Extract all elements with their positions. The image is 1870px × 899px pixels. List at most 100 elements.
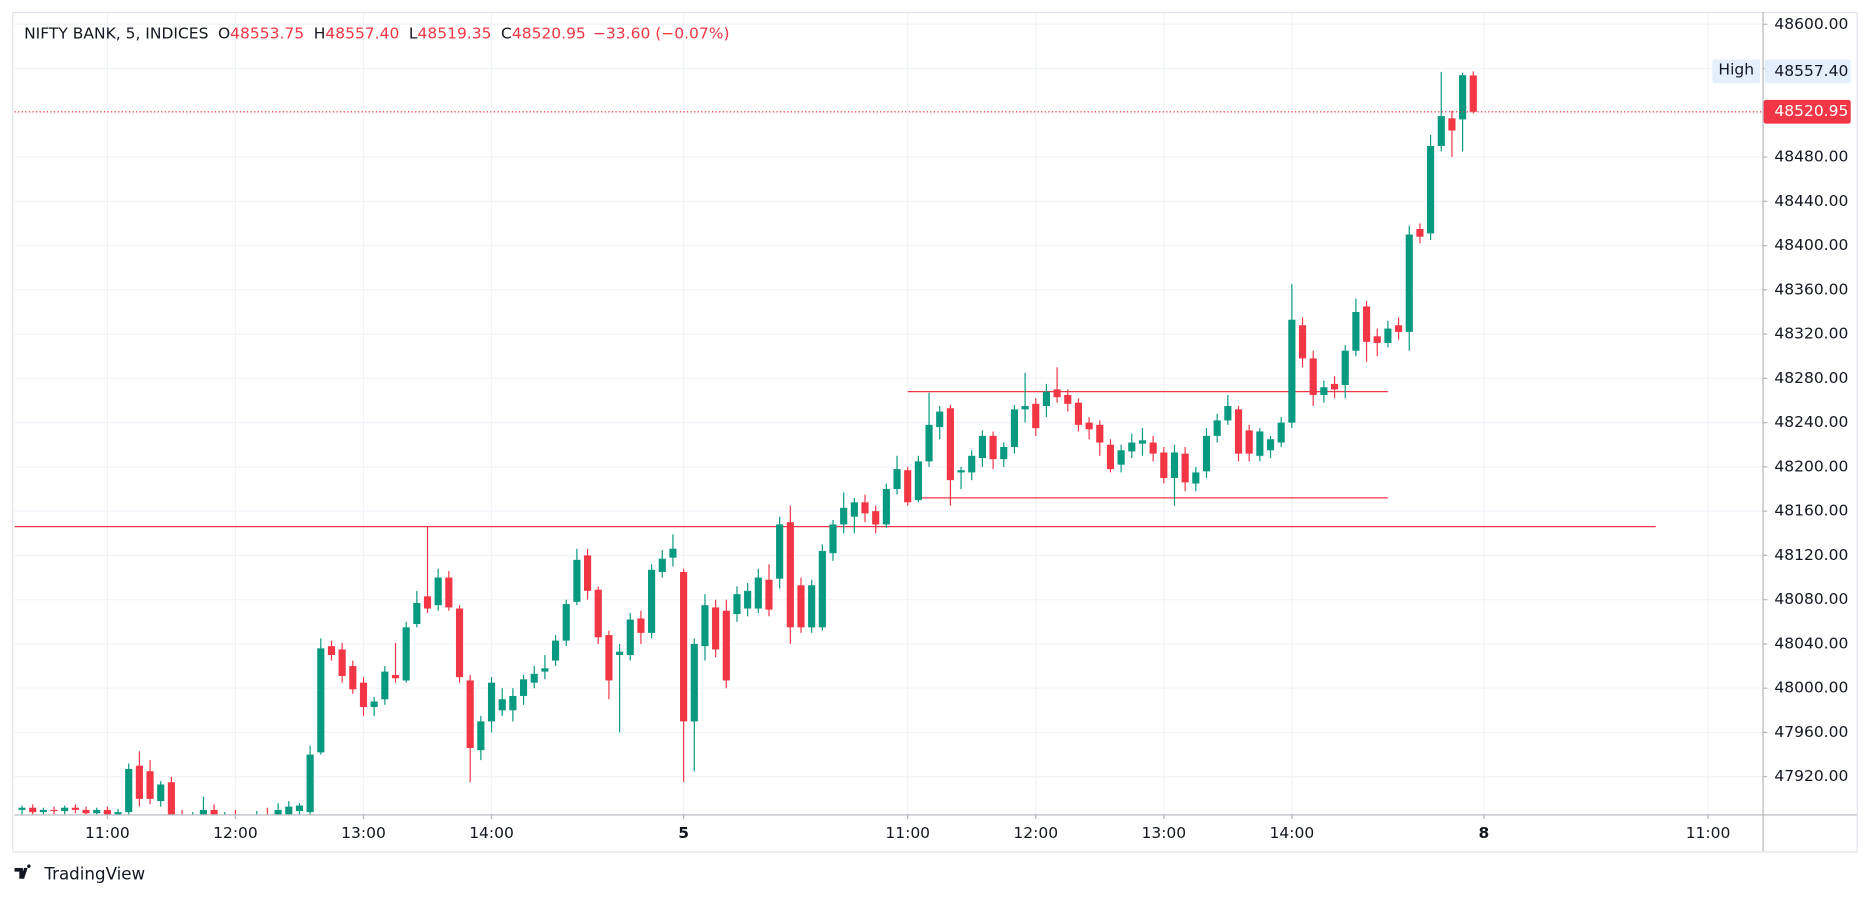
candle-body bbox=[1352, 311, 1360, 351]
candle-body bbox=[114, 812, 122, 815]
x-tick-label: 13:00 bbox=[341, 824, 386, 842]
candle-body bbox=[850, 502, 858, 517]
y-tick-label: 48240.00 bbox=[1774, 413, 1848, 431]
candle-body bbox=[690, 643, 698, 722]
candle-body bbox=[1202, 435, 1211, 472]
candle-body bbox=[445, 577, 453, 608]
y-tick-label: 47920.00 bbox=[1774, 767, 1848, 785]
candle-body bbox=[498, 699, 506, 711]
candle-body bbox=[1437, 116, 1445, 146]
candle-body bbox=[776, 524, 784, 579]
brand-name: TradingView bbox=[43, 865, 145, 884]
candle-body bbox=[989, 435, 997, 460]
candle-body bbox=[1395, 325, 1403, 332]
candle-body bbox=[914, 461, 922, 501]
candle-body bbox=[135, 765, 143, 799]
candle-body bbox=[285, 806, 293, 815]
candle-body bbox=[765, 579, 773, 610]
candle-body bbox=[1149, 442, 1157, 454]
candle-body bbox=[423, 596, 432, 609]
candle-body bbox=[808, 585, 816, 628]
candle-body bbox=[605, 635, 613, 681]
candle-body bbox=[274, 809, 282, 815]
x-tick-label: 11:00 bbox=[85, 824, 130, 842]
candle-body bbox=[455, 608, 464, 678]
symbol: NIFTY BANK, 5, INDICES bbox=[24, 24, 208, 42]
high-tag-name: High bbox=[1718, 61, 1754, 79]
candle-body bbox=[1320, 387, 1328, 395]
logo bbox=[14, 864, 31, 879]
candle-body bbox=[1469, 75, 1477, 112]
candle-body bbox=[882, 489, 890, 525]
candle-body bbox=[1138, 440, 1147, 444]
candle-body bbox=[626, 619, 634, 656]
branding: TradingView bbox=[14, 864, 145, 884]
candle-body bbox=[1416, 228, 1424, 237]
candle-body bbox=[1405, 234, 1413, 332]
y-tick-label: 48040.00 bbox=[1774, 634, 1848, 652]
candle-body bbox=[669, 548, 677, 558]
candle-body bbox=[381, 671, 389, 700]
candle-body bbox=[93, 809, 101, 814]
candle-body bbox=[680, 572, 688, 722]
x-tick-label: 13:00 bbox=[1141, 824, 1186, 842]
legend-key: C bbox=[501, 24, 512, 42]
candle-body bbox=[786, 522, 794, 628]
candle-body bbox=[744, 590, 752, 609]
last-price-tag bbox=[1763, 99, 1851, 124]
candle-body bbox=[103, 809, 111, 815]
candle-body bbox=[1298, 325, 1307, 359]
candle-body bbox=[978, 435, 986, 459]
candle-body bbox=[1192, 472, 1200, 484]
candle-body bbox=[637, 618, 645, 633]
x-tick-label: 12:00 bbox=[213, 824, 258, 842]
candle-body bbox=[1309, 358, 1317, 395]
candle-body bbox=[317, 648, 325, 753]
candle-body bbox=[840, 507, 848, 525]
candle-body bbox=[594, 589, 602, 638]
candle-body bbox=[968, 455, 976, 473]
candle-body bbox=[573, 559, 581, 602]
candle-body bbox=[327, 646, 336, 656]
y-tick-label: 47960.00 bbox=[1774, 723, 1848, 741]
y-tick-label: 48600.00 bbox=[1774, 15, 1848, 33]
candle-body bbox=[199, 809, 207, 815]
candle-body bbox=[18, 807, 26, 810]
candle-body bbox=[434, 577, 442, 606]
candle-body bbox=[29, 807, 37, 813]
candle-body bbox=[957, 470, 965, 473]
candle-body bbox=[1160, 452, 1168, 478]
candle-body bbox=[1042, 391, 1051, 407]
candle-body bbox=[509, 695, 517, 711]
candle-body bbox=[50, 809, 58, 812]
candle-body bbox=[946, 408, 954, 481]
candle-body bbox=[1032, 403, 1040, 429]
high-tag-name-box bbox=[1712, 59, 1761, 84]
y-tick-label: 48000.00 bbox=[1774, 679, 1848, 697]
candle-body bbox=[125, 768, 133, 813]
candle-body bbox=[1064, 394, 1072, 404]
candle-body bbox=[551, 640, 560, 661]
candle-body bbox=[466, 680, 474, 748]
candle-body bbox=[1117, 450, 1125, 465]
candle-body bbox=[167, 782, 175, 815]
candle-body bbox=[413, 602, 421, 625]
candle-body bbox=[925, 424, 933, 462]
candle-body bbox=[722, 610, 730, 681]
candle-body bbox=[1021, 406, 1029, 410]
legend-key: H bbox=[314, 24, 326, 42]
legend-change: −33.60 (−0.07%) bbox=[593, 24, 730, 42]
candle-body bbox=[712, 607, 720, 650]
candle-body bbox=[306, 754, 314, 813]
x-tick-label: 12:00 bbox=[1013, 824, 1058, 842]
candle-body bbox=[359, 682, 368, 708]
y-tick-label: 48080.00 bbox=[1774, 590, 1848, 608]
candle-body bbox=[210, 809, 218, 815]
legend: NIFTY BANK, 5, INDICES O48553.75 H48557.40… bbox=[24, 24, 729, 42]
candle-body bbox=[530, 673, 538, 683]
x-tick-label: 14:00 bbox=[469, 824, 514, 842]
candle-body bbox=[583, 555, 592, 591]
y-tick-label: 48160.00 bbox=[1774, 502, 1848, 520]
candle-body bbox=[829, 524, 837, 554]
candle-body bbox=[61, 807, 69, 812]
